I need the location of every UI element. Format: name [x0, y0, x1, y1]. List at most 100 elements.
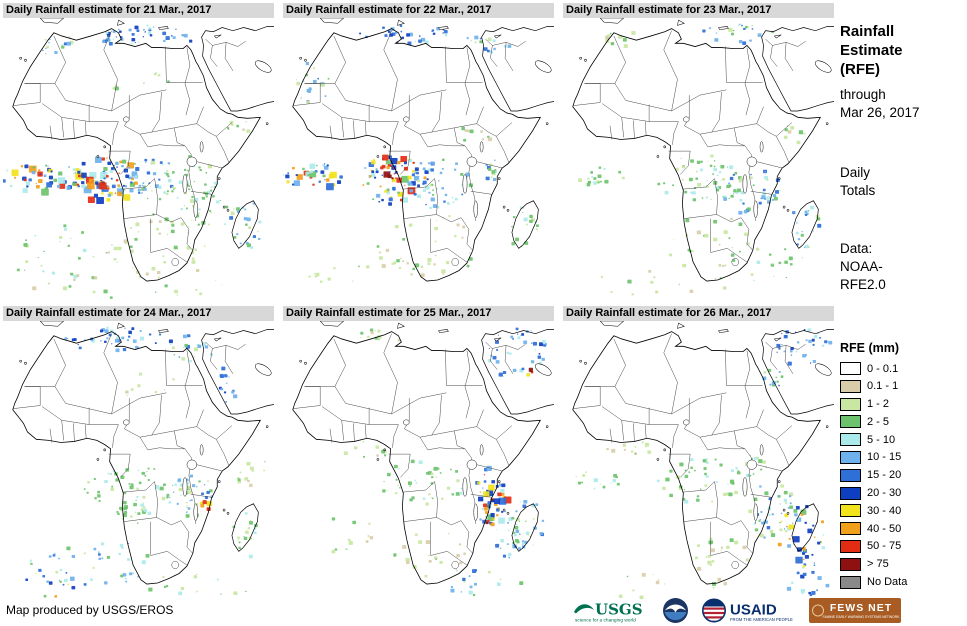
- country-border: [54, 386, 112, 415]
- island-outline: [158, 26, 169, 30]
- legend-swatch: [840, 450, 861, 464]
- country-border: [710, 248, 748, 263]
- country-border: [304, 83, 321, 103]
- country-border: [621, 117, 624, 138]
- small-island: [545, 425, 549, 428]
- arabia-coastline: [481, 26, 554, 112]
- country-border: [212, 344, 246, 350]
- country-border: [24, 338, 66, 387]
- country-border: [124, 428, 152, 438]
- country-border: [341, 117, 344, 138]
- enclave-border: [171, 258, 179, 266]
- country-border: [224, 42, 234, 71]
- small-island: [24, 58, 27, 62]
- island-outline: [773, 337, 782, 342]
- country-border: [329, 125, 333, 140]
- small-island: [304, 58, 307, 62]
- country-border: [756, 464, 783, 472]
- country-border: [24, 386, 41, 406]
- country-border: [42, 103, 119, 122]
- country-border: [492, 344, 526, 350]
- legend-label: 5 - 10: [867, 433, 896, 446]
- madagascar-outline: [791, 503, 819, 552]
- legend-label: 2 - 5: [867, 415, 890, 428]
- small-island: [19, 56, 22, 60]
- country-border: [173, 430, 186, 450]
- legend-item: 5 - 10: [840, 433, 964, 447]
- noaa-sea-icon: [664, 611, 687, 620]
- legend-items: 0 - 0.1 0.1 - 1 1 - 2 2 - 5 5 - 10 10 - 15 15 …: [840, 362, 964, 589]
- country-border: [180, 217, 193, 251]
- island-outline: [718, 26, 729, 30]
- legend-swatch: [840, 468, 861, 482]
- country-border: [111, 89, 167, 112]
- country-border: [476, 464, 503, 472]
- lake: [466, 459, 477, 470]
- lake: [199, 444, 204, 456]
- country-border: [173, 127, 186, 147]
- country-border: [711, 123, 757, 133]
- country-border: [614, 386, 672, 415]
- country-border: [504, 42, 514, 71]
- noaa-bird-icon: [665, 604, 686, 612]
- country-border: [492, 41, 526, 47]
- lake: [462, 477, 468, 497]
- country-border: [139, 134, 185, 148]
- sidebar-period: through Mar 26, 2017: [840, 87, 920, 120]
- country-border: [744, 47, 751, 116]
- country-border: [756, 161, 783, 169]
- lake: [753, 200, 758, 218]
- country-border: [684, 428, 712, 438]
- small-island: [226, 208, 230, 212]
- country-border: [124, 125, 152, 135]
- country-border: [602, 406, 679, 425]
- legend-item: 10 - 15: [840, 450, 964, 464]
- country-border: [196, 161, 223, 169]
- country-border: [431, 91, 442, 133]
- island-outline: [319, 18, 345, 24]
- country-border: [584, 35, 626, 84]
- small-island: [786, 511, 790, 515]
- country-border: [419, 437, 465, 451]
- map-row-2: Daily Rainfall estimate for 24 Mar., 201…: [3, 306, 835, 602]
- country-border: [476, 106, 484, 124]
- country-border: [150, 551, 188, 566]
- rainfall-raster: [25, 326, 266, 598]
- country-border: [671, 89, 727, 112]
- legend-item: 50 - 75: [840, 539, 964, 553]
- small-island: [584, 361, 587, 365]
- legend-swatch: [840, 379, 861, 393]
- country-border: [111, 392, 167, 415]
- country-border: [364, 424, 367, 439]
- enclave-border: [731, 258, 739, 266]
- africa-coastline: [292, 331, 542, 585]
- country-border: [714, 481, 718, 518]
- country-border: [476, 122, 513, 137]
- country-border: [663, 30, 678, 112]
- fewsnet-wordmark: FEWS NET: [830, 602, 892, 614]
- country-border: [430, 248, 468, 263]
- country-border: [460, 217, 473, 251]
- madagascar-outline: [231, 200, 259, 249]
- lake: [182, 174, 188, 194]
- lake: [759, 444, 764, 456]
- usaid-tagline: FROM THE AMERICAN PEOPLE: [730, 617, 793, 622]
- arabia-coastline: [481, 329, 554, 415]
- usgs-tagline: science for a changing world: [575, 617, 636, 623]
- country-border: [682, 178, 715, 190]
- small-island: [222, 205, 226, 209]
- lake: [683, 419, 690, 426]
- africa-coastline: [292, 28, 542, 282]
- persian-gulf: [815, 60, 832, 73]
- legend-label: 10 - 15: [867, 451, 902, 464]
- usaid-emblem-icon: [702, 598, 726, 622]
- country-border: [584, 83, 601, 103]
- country-border: [292, 102, 321, 106]
- country-border: [205, 38, 218, 67]
- small-island: [506, 511, 510, 515]
- madagascar-outline: [511, 200, 539, 249]
- country-border: [584, 386, 601, 406]
- country-border: [476, 425, 513, 440]
- country-border: [750, 191, 773, 195]
